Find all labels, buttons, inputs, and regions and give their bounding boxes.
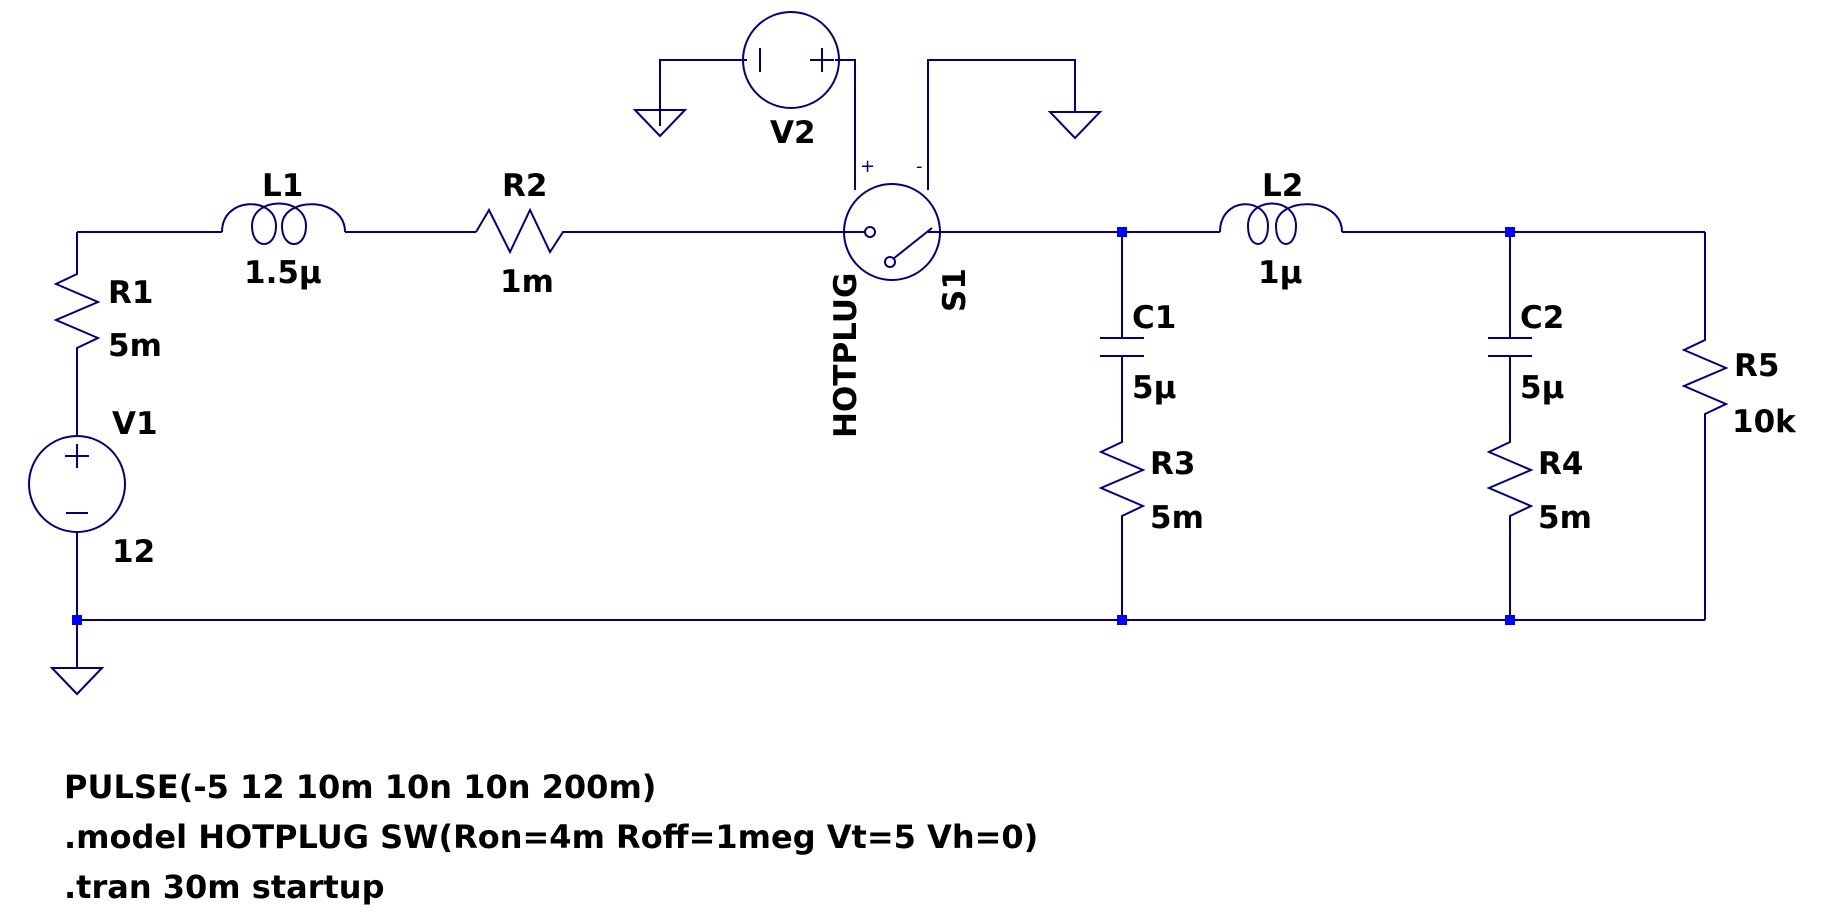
r5-name: R5: [1734, 348, 1779, 384]
junction-dot: [1505, 615, 1515, 625]
l1-name: L1: [262, 168, 303, 204]
v1-value: 12: [112, 534, 155, 570]
capacitor-c1[interactable]: [1100, 337, 1144, 357]
r5-value: 10k: [1732, 404, 1797, 440]
resistor-r5[interactable]: [1681, 336, 1729, 440]
c1-name: C1: [1132, 300, 1176, 336]
junction-dot: [1505, 227, 1515, 237]
voltage-source-v2[interactable]: [742, 11, 840, 109]
l1-value: 1.5µ: [244, 255, 322, 291]
s1-plus-mark: +: [860, 156, 875, 177]
r4-name: R4: [1538, 446, 1583, 482]
wires: [76, 59, 1706, 668]
ground-symbol: [632, 109, 688, 138]
inductor-l2[interactable]: [1219, 202, 1343, 245]
v1-name: V1: [112, 406, 158, 442]
l2-name: L2: [1262, 168, 1303, 204]
s1-model-label: HOTPLUG: [828, 273, 864, 438]
r2-name: R2: [502, 168, 547, 204]
ground-symbol: [1047, 111, 1103, 140]
resistor-r3[interactable]: [1098, 438, 1146, 536]
s1-name: S1: [937, 268, 973, 312]
tran-directive: .tran 30m startup: [64, 868, 385, 906]
r2-value: 1m: [500, 264, 554, 300]
junction-dot: [1117, 227, 1127, 237]
v2-name: V2: [770, 115, 816, 151]
junction-dot: [72, 615, 82, 625]
r1-name: R1: [108, 275, 153, 311]
c2-value: 5µ: [1520, 370, 1564, 406]
s1-minus-mark: -: [916, 156, 923, 177]
voltage-source-v1[interactable]: [28, 435, 126, 533]
resistor-r2[interactable]: [475, 207, 574, 255]
junction-dot: [1117, 615, 1127, 625]
inductor-l1[interactable]: [221, 202, 346, 245]
junctions: [72, 227, 1515, 625]
capacitor-c2[interactable]: [1488, 337, 1532, 357]
resistor-r4[interactable]: [1486, 438, 1534, 536]
r3-name: R3: [1150, 446, 1195, 482]
ground-symbol: [49, 667, 105, 696]
r3-value: 5m: [1150, 500, 1204, 536]
r1-value: 5m: [108, 328, 162, 364]
l2-value: 1µ: [1258, 255, 1302, 291]
r4-value: 5m: [1538, 500, 1592, 536]
spice-directives: PULSE(-5 12 10m 10n 10n 200m) .model HOT…: [64, 762, 1038, 912]
c2-name: C2: [1520, 300, 1564, 336]
resistor-r1[interactable]: [53, 270, 101, 362]
model-directive: .model HOTPLUG SW(Ron=4m Roff=1meg Vt=5 …: [64, 818, 1039, 856]
pulse-directive: PULSE(-5 12 10m 10n 10n 200m): [64, 768, 657, 806]
switch-s1[interactable]: [843, 183, 941, 281]
c1-value: 5µ: [1132, 370, 1176, 406]
